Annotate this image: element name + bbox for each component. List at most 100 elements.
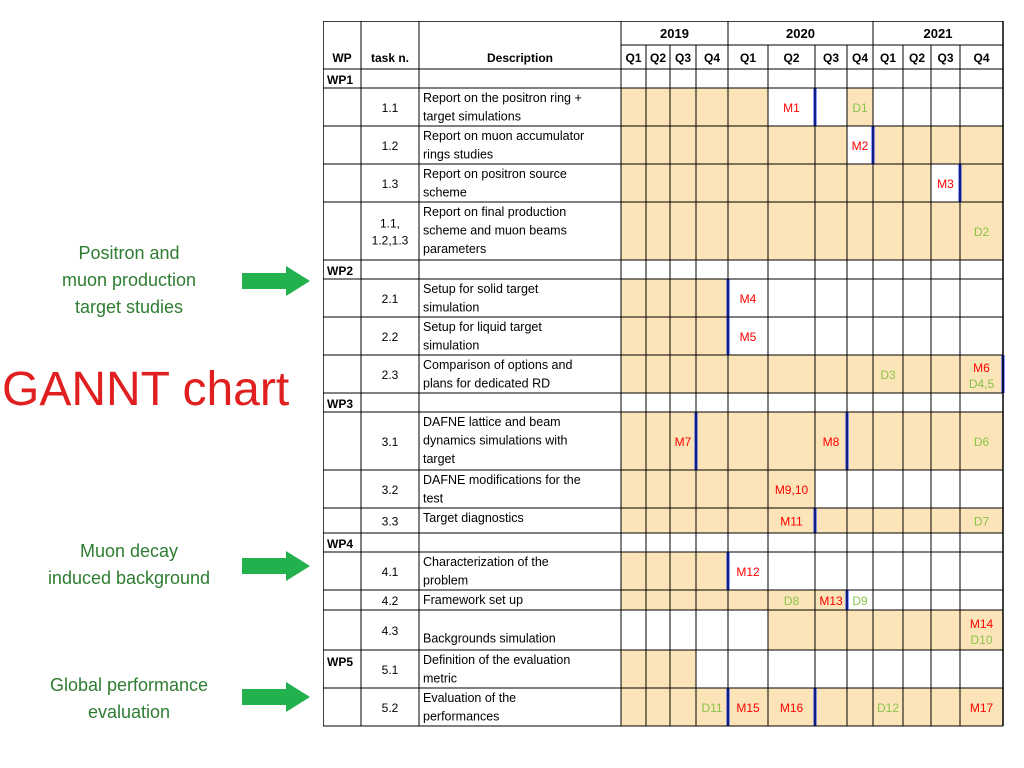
- quarter-label: Q3: [823, 51, 839, 65]
- active-cell: [670, 164, 696, 202]
- active-cell: [670, 279, 696, 317]
- active-cell: [873, 688, 903, 726]
- active-cell: [847, 688, 873, 726]
- quarter-label: Q4: [973, 51, 989, 65]
- task-description: Definition of the evaluation: [423, 653, 570, 667]
- active-cell: [873, 126, 903, 164]
- task-description: target simulations: [423, 110, 521, 124]
- active-cell: [621, 688, 646, 726]
- active-cell: [815, 610, 847, 650]
- deliverable-label: D11: [701, 701, 722, 715]
- quarter-label: Q3: [675, 51, 691, 65]
- task-number: 1.2,1.3: [372, 234, 409, 248]
- active-cell: [621, 508, 646, 533]
- task-description: DAFNE lattice and beam: [423, 415, 561, 429]
- milestone-label: M16: [780, 701, 804, 715]
- task-number: 2.3: [382, 368, 399, 382]
- active-cell: [621, 552, 646, 590]
- active-cell: [670, 412, 696, 470]
- active-cell: [621, 590, 646, 610]
- active-cell: [728, 590, 768, 610]
- task-description: Backgrounds simulation: [423, 632, 556, 646]
- task-number: 1.3: [382, 177, 399, 191]
- active-cell: [768, 508, 815, 533]
- header-wp: WP: [332, 51, 351, 65]
- active-cell: [873, 412, 903, 470]
- slide-title: GANNT chart: [2, 363, 290, 416]
- active-cell: [903, 202, 931, 260]
- active-cell: [646, 650, 670, 688]
- active-cell: [815, 126, 847, 164]
- active-cell: [646, 688, 670, 726]
- task-description: Target diagnostics: [423, 511, 524, 525]
- wp-label: WP5: [327, 655, 353, 669]
- active-cell: [728, 355, 768, 393]
- active-cell: [847, 508, 873, 533]
- active-cell: [621, 88, 646, 126]
- active-cell: [621, 317, 646, 355]
- active-cell: [931, 688, 960, 726]
- task-description: DAFNE modifications for the: [423, 473, 581, 487]
- milestone-label: M11: [780, 515, 803, 529]
- deliverable-label: D6: [974, 435, 990, 449]
- active-cell: [646, 164, 670, 202]
- task-number: 5.2: [382, 701, 399, 715]
- active-cell: [728, 688, 768, 726]
- task-description: Comparison of options and: [423, 358, 572, 372]
- active-cell: [696, 164, 728, 202]
- task-number: 3.2: [382, 483, 399, 497]
- active-cell: [646, 412, 670, 470]
- callout-line: muon production: [61, 270, 197, 290]
- milestone-label: M5: [740, 330, 757, 344]
- active-cell: [903, 164, 931, 202]
- callout-line: Global performance: [49, 675, 209, 695]
- active-cell: [696, 355, 728, 393]
- milestone-label: M9,10: [775, 483, 809, 497]
- task-description: Framework set up: [423, 593, 523, 607]
- active-cell: [670, 126, 696, 164]
- task-description: simulation: [423, 339, 479, 353]
- callout-line: target studies: [74, 297, 184, 317]
- active-cell: [903, 688, 931, 726]
- milestone-label: M14: [970, 617, 994, 631]
- active-cell: [903, 355, 931, 393]
- active-cell: [696, 126, 728, 164]
- task-description: simulation: [423, 301, 479, 315]
- active-cell: [696, 688, 728, 726]
- task-description: target: [423, 452, 455, 466]
- active-cell: [646, 508, 670, 533]
- active-cell: [768, 470, 815, 508]
- task-number: 4.2: [382, 594, 399, 608]
- active-cell: [696, 279, 728, 317]
- task-description: Report on the positron ring +: [423, 91, 582, 105]
- milestone-label: M1: [783, 101, 800, 115]
- task-number: 3.3: [382, 515, 399, 529]
- active-cell: [960, 412, 1003, 470]
- active-cell: [960, 688, 1003, 726]
- active-cell: [728, 412, 768, 470]
- active-cell: [815, 412, 847, 470]
- active-cell: [670, 88, 696, 126]
- task-description: Evaluation of the: [423, 691, 516, 705]
- active-cell: [768, 164, 815, 202]
- task-description: Report on positron source: [423, 167, 567, 181]
- active-cell: [931, 355, 960, 393]
- task-description: performances: [423, 710, 499, 724]
- milestone-label: M7: [675, 435, 692, 449]
- active-cell: [815, 164, 847, 202]
- active-cell: [768, 202, 815, 260]
- active-cell: [960, 126, 1003, 164]
- active-cell: [873, 202, 903, 260]
- active-cell: [728, 164, 768, 202]
- wp-label: WP1: [327, 73, 353, 87]
- active-cell: [696, 412, 728, 470]
- wp-label: WP3: [327, 397, 353, 411]
- milestone-label: M6: [973, 361, 990, 375]
- quarter-label: Q1: [625, 51, 641, 65]
- task-description: test: [423, 492, 444, 506]
- active-cell: [768, 610, 815, 650]
- milestone-label: M13: [819, 594, 843, 608]
- milestone-label: M12: [736, 565, 760, 579]
- active-cell: [873, 508, 903, 533]
- task-description: parameters: [423, 242, 486, 256]
